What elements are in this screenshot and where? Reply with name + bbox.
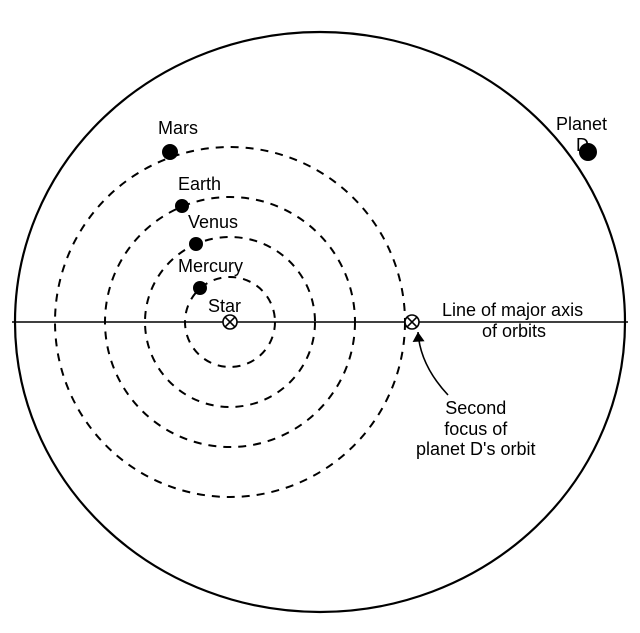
earth-planet-icon: [175, 199, 189, 213]
star-label: Star: [208, 296, 241, 317]
second-focus-label: Second focus of planet D's orbit: [416, 398, 536, 460]
mercury-label: Mercury: [178, 256, 243, 277]
venus-planet-icon: [189, 237, 203, 251]
venus-label: Venus: [188, 212, 238, 233]
mars-planet-icon: [162, 144, 178, 160]
second-focus-icon: [405, 315, 419, 329]
second-focus-pointer-arrow: [413, 332, 425, 342]
major-axis-label: Line of major axis of orbits: [442, 300, 583, 341]
planet-d-label: Planet D: [556, 114, 607, 155]
earth-label: Earth: [178, 174, 221, 195]
mars-label: Mars: [158, 118, 198, 139]
mercury-planet-icon: [193, 281, 207, 295]
orbit-diagram: Mercury Venus Earth Mars Planet D Star Line of…: [0, 0, 640, 633]
second-focus-pointer: [418, 332, 448, 395]
star-focus-icon: [223, 315, 237, 329]
